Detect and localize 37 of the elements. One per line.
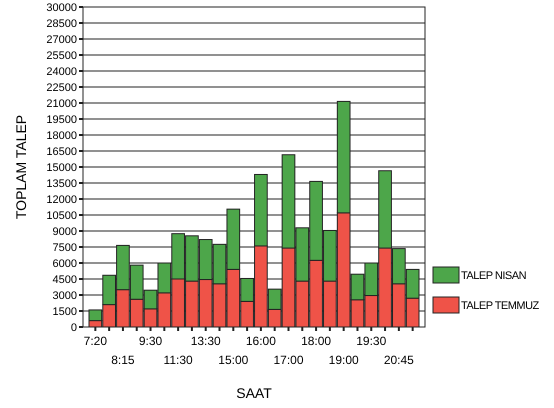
x-axis-title: SAAT <box>236 385 272 401</box>
y-tick-label: 21000 <box>46 98 77 110</box>
y-tick-label: 22500 <box>46 82 77 94</box>
y-tick-label: 30000 <box>46 2 77 14</box>
y-tick-label: 19500 <box>46 114 77 126</box>
x-tick-label: 19:00 <box>328 353 360 367</box>
y-tick-label: 6000 <box>52 258 77 270</box>
y-tick-label: 15000 <box>46 162 77 174</box>
x-tick-label: 13:30 <box>190 334 222 348</box>
y-axis-title: TOPLAM TALEP <box>13 114 29 220</box>
x-tick-label: 11:30 <box>164 353 194 367</box>
y-tick-label: 3000 <box>52 290 77 302</box>
y-tick-label: 13500 <box>46 178 77 190</box>
y-tick-label: 28500 <box>46 18 77 30</box>
x-tick-label: 18:00 <box>301 334 332 348</box>
legend-label: TALEP NISAN <box>461 270 527 282</box>
y-tick-label: 12000 <box>46 194 77 206</box>
y-tick-label: 1500 <box>52 306 77 318</box>
x-tick-label: 20:45 <box>384 353 414 367</box>
x-tick-label: 15:00 <box>218 353 249 367</box>
y-tick-label: 0 <box>70 322 77 334</box>
y-tick-label: 16500 <box>46 146 77 158</box>
y-tick-label: 4500 <box>52 274 77 286</box>
y-tick-label: 25500 <box>46 50 77 62</box>
x-tick-label: 19:30 <box>356 334 387 348</box>
y-tick-label: 10500 <box>46 210 77 222</box>
y-tick-label: 24000 <box>46 66 77 78</box>
x-tick-label: 9:30 <box>138 334 163 348</box>
x-tick-label: 8:15 <box>111 353 135 367</box>
x-tick-label: 7:20 <box>84 334 108 348</box>
y-tick-label: 9000 <box>52 226 77 238</box>
legend-label: TALEP TEMMUZ <box>461 300 540 312</box>
y-tick-label: 18000 <box>46 130 77 142</box>
y-tick-label: 27000 <box>46 34 77 46</box>
x-tick-label: 17:00 <box>273 353 304 367</box>
y-tick-label: 7500 <box>52 242 77 254</box>
x-tick-label: 16:00 <box>246 334 276 348</box>
